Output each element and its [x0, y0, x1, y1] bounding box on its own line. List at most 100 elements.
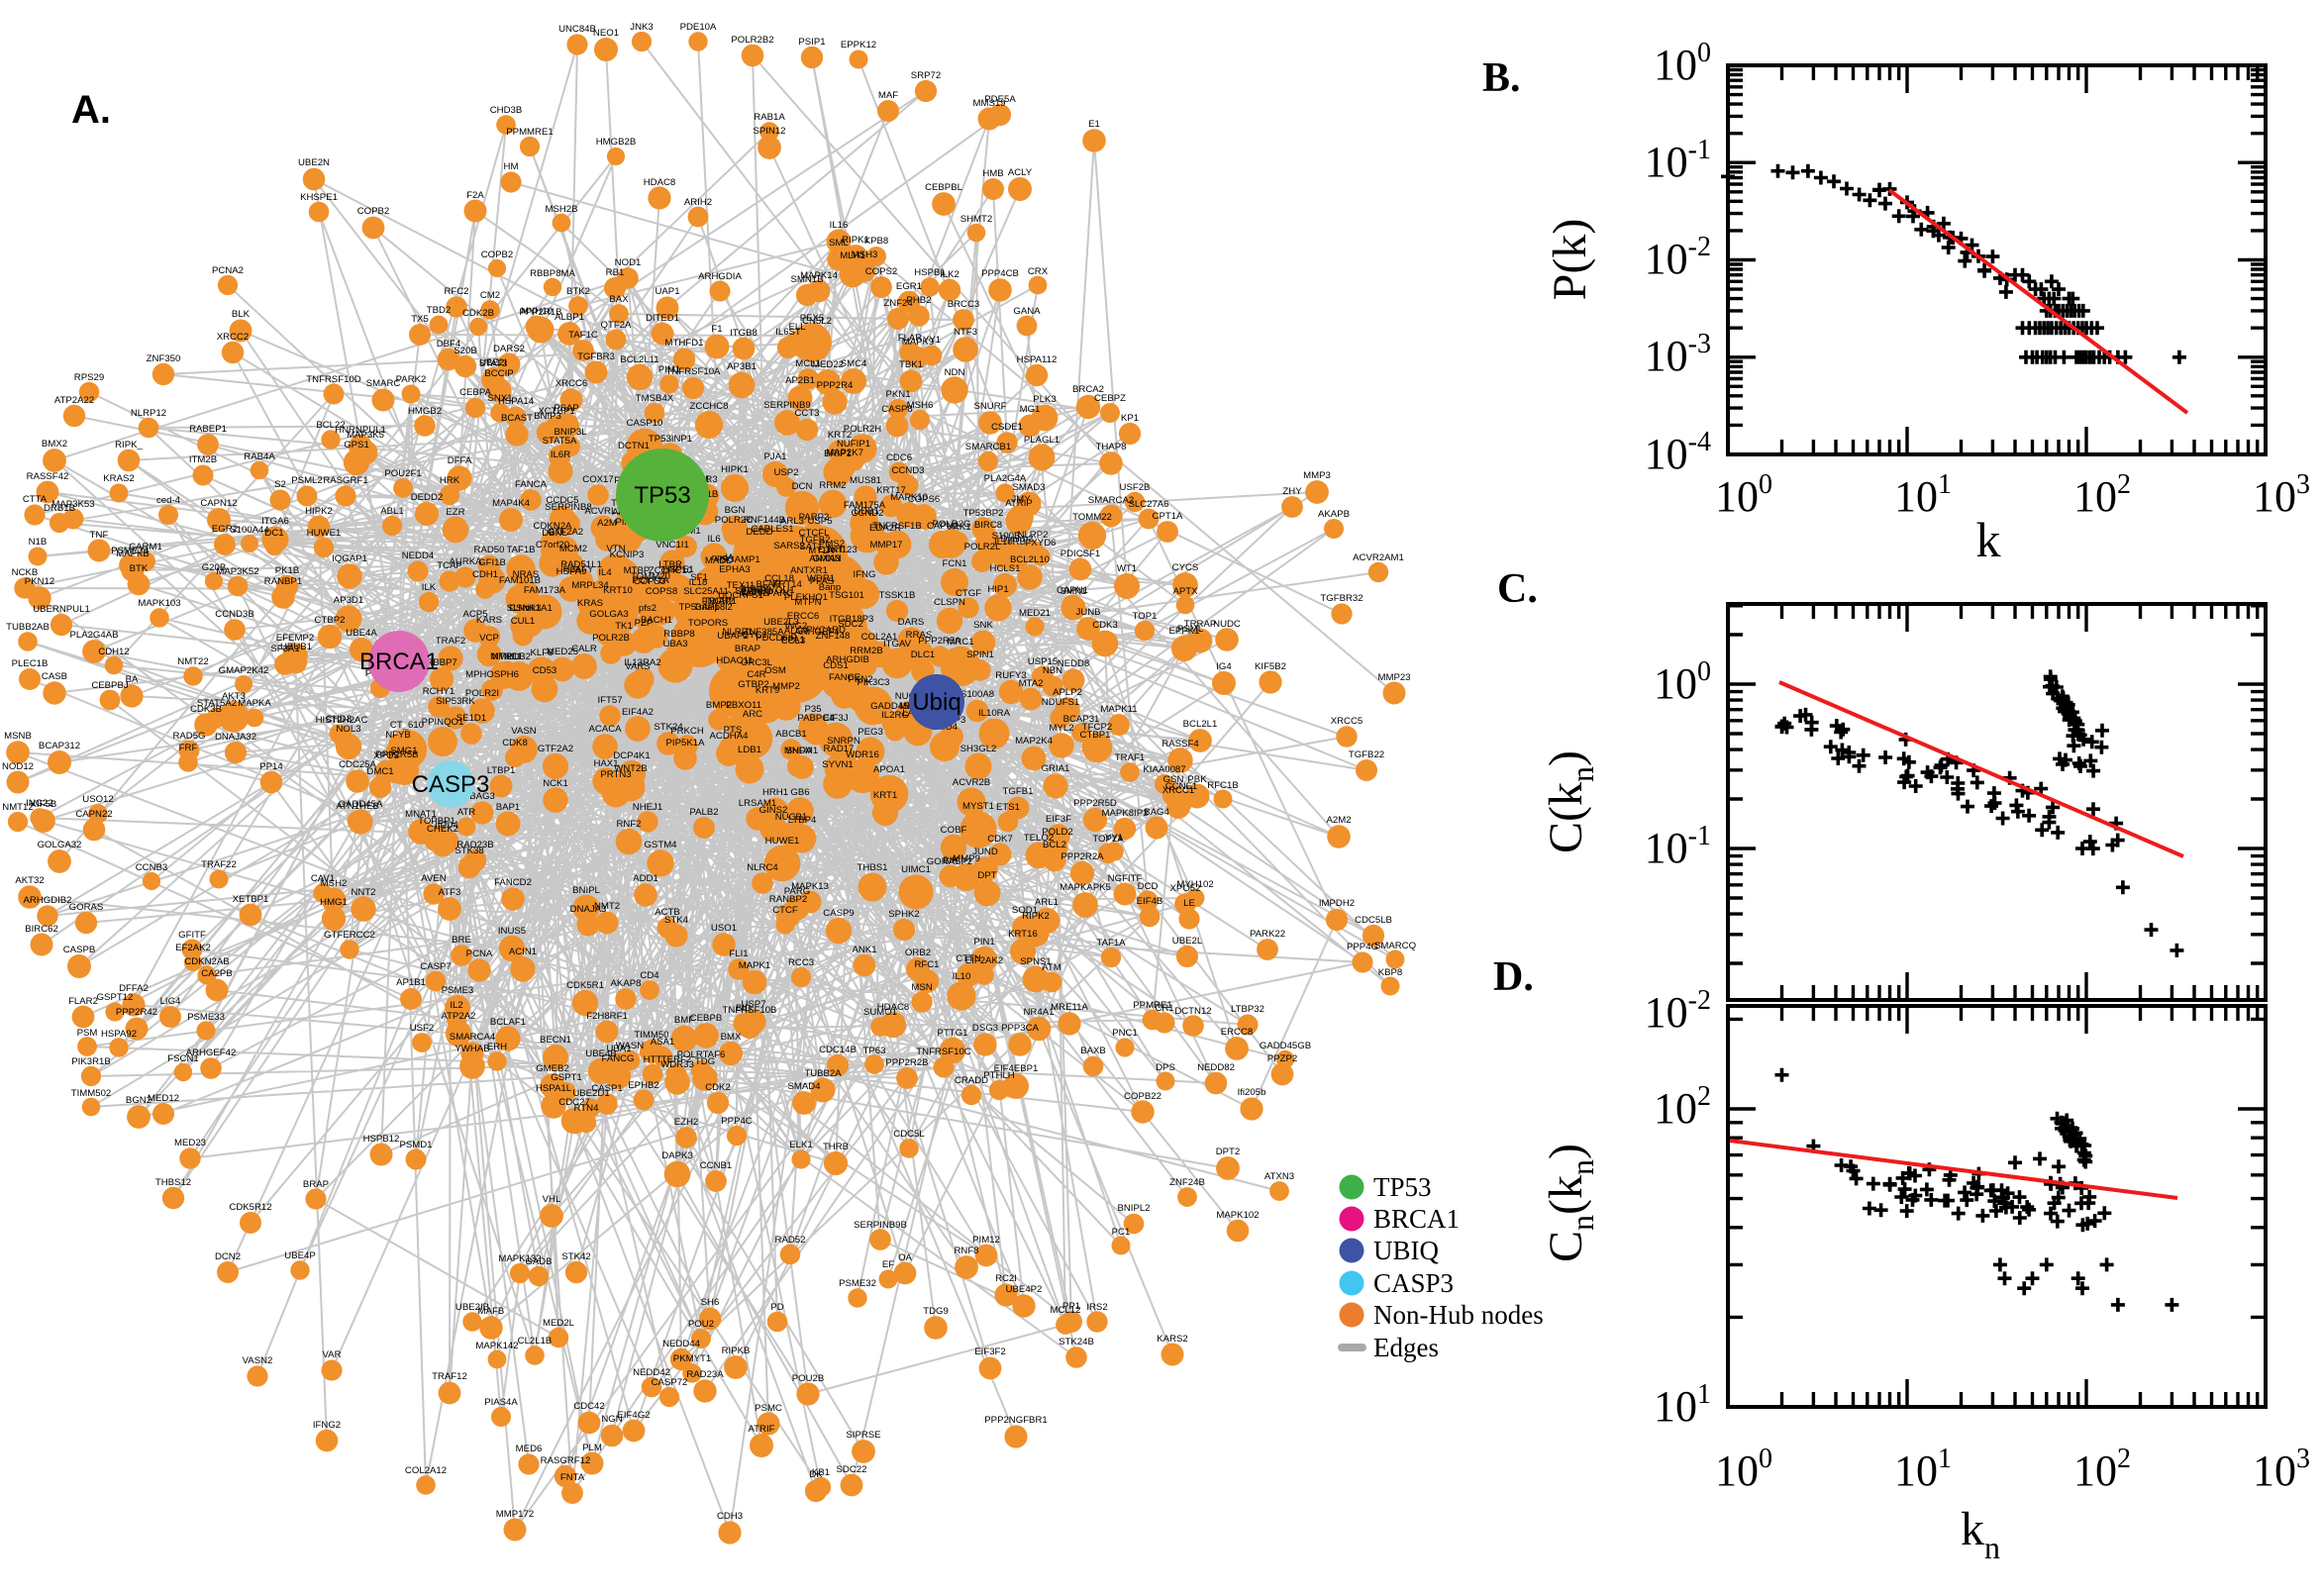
- svg-text:CCL3: CCL3: [781, 636, 806, 647]
- svg-text:TOPORS: TOPORS: [688, 618, 728, 629]
- svg-text:TRAF2: TRAF2: [436, 636, 465, 647]
- svg-text:NOD12: NOD12: [2, 761, 34, 772]
- svg-text:TRAF22: TRAF22: [201, 859, 237, 870]
- svg-text:SNRPN: SNRPN: [827, 736, 860, 747]
- svg-text:PPP2R5D: PPP2R5D: [1073, 798, 1117, 809]
- svg-text:ATRIF: ATRIF: [748, 1424, 774, 1435]
- svg-text:GTF2A2: GTF2A2: [538, 744, 573, 754]
- svg-text:C7orf20: C7orf20: [536, 540, 569, 550]
- svg-text:DPT: DPT: [977, 870, 996, 881]
- svg-text:SF3A1: SF3A1: [270, 644, 299, 654]
- svg-text:HCLS1: HCLS1: [990, 563, 1021, 574]
- svg-text:EPHA3: EPHA3: [719, 564, 750, 575]
- svg-text:RAD51L1: RAD51L1: [560, 559, 602, 570]
- svg-text:MG1: MG1: [1020, 404, 1041, 415]
- svg-text:PP1: PP1: [1062, 1301, 1080, 1312]
- svg-text:UBE4P2: UBE4P2: [1006, 1284, 1043, 1295]
- svg-text:FBXO11: FBXO11: [726, 700, 761, 711]
- svg-text:RC2I: RC2I: [995, 1273, 1017, 1284]
- svg-text:BAP1: BAP1: [496, 802, 521, 813]
- svg-text:STAT5A: STAT5A: [543, 436, 577, 447]
- svg-text:PARK22: PARK22: [1250, 929, 1285, 940]
- svg-text:TRAF1: TRAF1: [1115, 752, 1145, 763]
- svg-text:YY1: YY1: [923, 335, 941, 346]
- svg-text:RFC2: RFC2: [444, 286, 468, 297]
- svg-text:RNF2: RNF2: [616, 819, 641, 830]
- svg-text:IL4: IL4: [598, 567, 612, 578]
- svg-text:PNC1: PNC1: [1112, 1028, 1138, 1039]
- svg-text:IL18: IL18: [689, 577, 708, 588]
- svg-text:CTBP2: CTBP2: [315, 615, 346, 626]
- svg-text:BLK: BLK: [232, 309, 251, 320]
- svg-text:KIF5B2: KIF5B2: [1255, 661, 1286, 672]
- svg-text:KRT9: KRT9: [756, 685, 779, 696]
- svg-text:GTBP2: GTBP2: [738, 679, 768, 690]
- svg-text:SMARCQ: SMARCQ: [1374, 941, 1416, 951]
- svg-text:SHFM1: SHFM1: [786, 746, 819, 756]
- svg-text:TIMM50: TIMM50: [634, 1030, 668, 1041]
- svg-text:PSML2: PSML2: [291, 475, 322, 486]
- svg-text:UBE4B: UBE4B: [585, 1048, 616, 1059]
- svg-text:DITED1: DITED1: [646, 313, 679, 324]
- svg-text:ZNF24: ZNF24: [883, 298, 913, 309]
- svg-text:POU2B: POU2B: [792, 1373, 825, 1384]
- svg-text:TBK1: TBK1: [899, 359, 923, 370]
- svg-text:CDS1: CDS1: [823, 660, 849, 671]
- svg-text:PDE5A: PDE5A: [984, 94, 1016, 105]
- svg-text:C4R: C4R: [747, 669, 765, 680]
- svg-text:LTBP32: LTBP32: [1231, 1004, 1264, 1015]
- svg-text:POLR2C: POLR2C: [715, 515, 753, 526]
- svg-text:SPIN12: SPIN12: [753, 126, 785, 137]
- svg-text:KHSPE1: KHSPE1: [300, 192, 338, 203]
- svg-text:CHD3B: CHD3B: [490, 105, 523, 116]
- svg-text:CDH12: CDH12: [98, 647, 129, 657]
- svg-text:NLRP1: NLRP1: [723, 627, 754, 638]
- svg-text:LRSAM1: LRSAM1: [739, 798, 776, 809]
- svg-text:RUFY3: RUFY3: [995, 670, 1026, 681]
- svg-text:USF2B: USF2B: [1120, 482, 1151, 493]
- svg-text:PSME3: PSME3: [442, 985, 474, 996]
- svg-text:MRE11A: MRE11A: [1051, 1002, 1088, 1013]
- svg-text:MTBP: MTBP: [624, 565, 651, 576]
- svg-text:ETS1: ETS1: [996, 802, 1020, 813]
- svg-text:SMN1: SMN1: [1060, 586, 1087, 597]
- svg-text:NMT12: NMT12: [2, 802, 33, 813]
- svg-text:GMNN: GMNN: [812, 553, 841, 564]
- svg-text:BFAR: BFAR: [756, 579, 780, 590]
- svg-text:CTBP1: CTBP1: [1080, 730, 1111, 741]
- svg-text:PLK3: PLK3: [1033, 394, 1056, 405]
- svg-text:XRCC1: XRCC1: [1162, 785, 1195, 796]
- svg-text:SMC4: SMC4: [841, 358, 867, 369]
- svg-text:FANCE: FANCE: [829, 672, 860, 683]
- svg-text:SML: SML: [829, 238, 849, 249]
- svg-text:EPPK1: EPPK1: [1169, 626, 1200, 637]
- svg-text:NBN: NBN: [1043, 665, 1062, 676]
- svg-text:EIF3F2: EIF3F2: [974, 1347, 1005, 1357]
- svg-text:PPP2R42: PPP2R42: [116, 1007, 157, 1018]
- svg-text:GOLGA3: GOLGA3: [589, 609, 628, 620]
- svg-text:BIK: BIK: [943, 855, 959, 866]
- svg-text:CCND3B: CCND3B: [215, 609, 253, 620]
- svg-text:ACVRL1: ACVRL1: [584, 506, 621, 517]
- svg-text:MCL1: MCL1: [795, 358, 821, 369]
- svg-text:CTTN: CTTN: [956, 953, 981, 964]
- svg-text:YY1: YY1: [1105, 833, 1123, 844]
- svg-text:TGFBR3: TGFBR3: [577, 351, 615, 362]
- svg-text:LDB2: LDB2: [507, 651, 531, 662]
- svg-text:NLRP2: NLRP2: [1018, 530, 1049, 541]
- svg-text:EF: EF: [882, 1259, 894, 1270]
- svg-text:BACH1: BACH1: [641, 615, 672, 626]
- svg-text:FANCG: FANCG: [601, 1053, 634, 1064]
- svg-text:CD53: CD53: [533, 665, 557, 676]
- svg-text:OA: OA: [898, 1252, 912, 1263]
- svg-text:KRT17: KRT17: [876, 485, 906, 496]
- svg-text:Edges: Edges: [1373, 1333, 1439, 1362]
- svg-text:NUFIP1: NUFIP1: [837, 439, 870, 449]
- svg-text:NDN: NDN: [945, 367, 965, 378]
- svg-text:HAX1: HAX1: [593, 758, 618, 769]
- svg-text:PSME34: PSME34: [111, 546, 150, 556]
- svg-text:LTBP1: LTBP1: [487, 765, 516, 776]
- svg-text:PTHLH: PTHLH: [983, 1070, 1015, 1081]
- svg-text:TOP1: TOP1: [1133, 611, 1158, 622]
- svg-text:PCNA: PCNA: [466, 948, 493, 959]
